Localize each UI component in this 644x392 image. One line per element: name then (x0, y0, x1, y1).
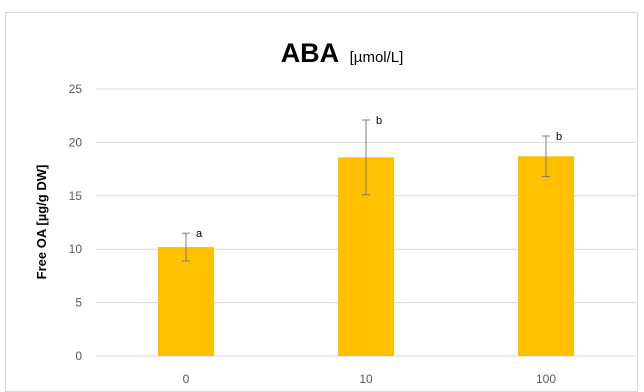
y-axis-label: Free OA [µg/g DW] (34, 165, 49, 280)
y-tick-label: 25 (69, 82, 83, 96)
x-tick-label: 10 (359, 372, 373, 386)
chart-title: ABA [µmol/L] (281, 38, 404, 68)
bar-0 (158, 247, 214, 356)
bar-100 (518, 156, 574, 356)
chart-title-unit: [µmol/L] (350, 49, 404, 66)
significance-labels: a b b (196, 115, 562, 240)
chart-title-main: ABA (281, 38, 340, 68)
y-tick-labels: 0 5 10 15 20 25 (69, 82, 83, 363)
bars (158, 156, 574, 356)
y-tick-label: 15 (69, 189, 83, 203)
significance-label: a (196, 228, 203, 240)
significance-label: b (376, 115, 382, 127)
y-tick-label: 5 (75, 296, 82, 310)
significance-label: b (556, 131, 562, 143)
x-tick-label: 0 (183, 372, 190, 386)
x-tick-labels: 0 10 100 (183, 372, 557, 386)
x-tick-label: 100 (536, 372, 556, 386)
y-tick-label: 10 (69, 242, 83, 256)
error-bars (182, 119, 550, 262)
y-tick-label: 20 (69, 135, 83, 149)
y-tick-label: 0 (75, 349, 82, 363)
